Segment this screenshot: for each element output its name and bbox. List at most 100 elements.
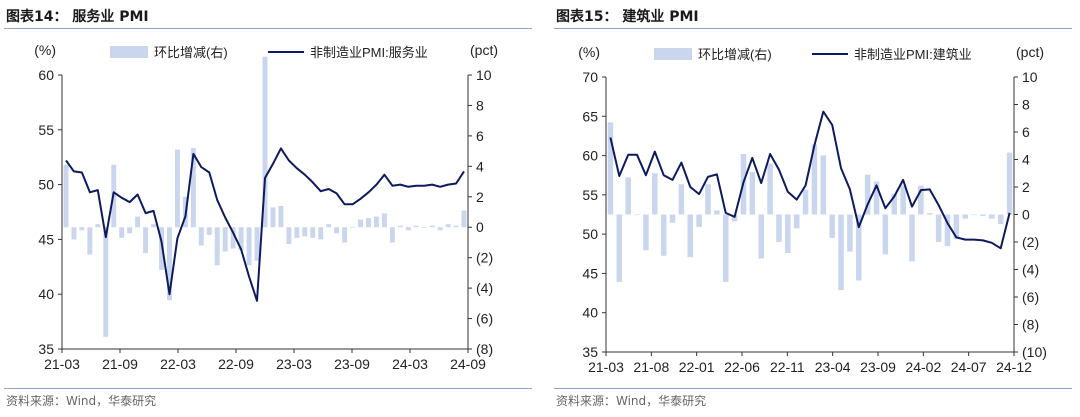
left-tick-label: 70 [582, 69, 598, 85]
bar-mom-change [962, 214, 968, 219]
left-tick-label: 65 [582, 108, 598, 124]
bar-mom-change [159, 227, 164, 270]
chart-panel-services: 图表14： 服务业 PMI 35 40 45 50 55 60 (8) (6) (4) (2) 0 2… [4, 9, 532, 408]
bar-mom-change [350, 227, 356, 228]
bar-mom-change [838, 214, 844, 291]
left-tick-label: 55 [38, 122, 54, 138]
bar-mom-change [397, 225, 403, 228]
bar-mom-change [270, 207, 276, 228]
bar-mom-change [310, 227, 316, 238]
left-tick-label: 50 [38, 177, 54, 193]
bar-mom-change [616, 214, 623, 282]
bar-mom-change [758, 214, 764, 259]
x-tick-label: 22-09 [218, 356, 254, 372]
bar-mom-change [79, 227, 85, 231]
bar-mom-change [829, 214, 835, 238]
bar-mom-change [63, 164, 69, 228]
bar-mom-change [262, 56, 268, 228]
right-tick-label: 0 [476, 219, 484, 235]
bar-mom-change [342, 227, 348, 243]
bar-mom-change [767, 163, 773, 215]
bar-mom-change [731, 214, 738, 222]
x-tick-label: 22-11 [770, 359, 805, 375]
x-tick-label: 21-08 [633, 359, 669, 375]
bar-mom-change [847, 214, 853, 252]
bar-mom-change [776, 214, 782, 242]
x-tick-label: 23-03 [276, 356, 312, 372]
bar-mom-change [749, 171, 756, 215]
legend-label-bar: 环比增减(右) [698, 47, 772, 62]
x-tick-label: 24-02 [905, 359, 941, 375]
bar-mom-change [634, 214, 640, 216]
right-tick-label: (4) [1022, 262, 1039, 278]
bar-mom-change [944, 214, 951, 247]
source-note: 资料来源：Wind，华泰研究 [556, 394, 707, 408]
bar-mom-change [687, 214, 694, 258]
legend-swatch-bar [110, 46, 148, 58]
bar-mom-change [143, 227, 149, 254]
services-pmi-chart: 35 40 45 50 55 60 (8) (6) (4) (2) 0 2 4 6 8 10 21-03 21-0… [34, 42, 498, 372]
bar-mom-change [461, 210, 467, 228]
bar-mom-change [413, 225, 419, 228]
right-tick-label: 10 [476, 67, 492, 83]
bar-mom-change [864, 174, 871, 215]
pmi-line [609, 110, 1011, 250]
right-tick-label: 6 [476, 128, 484, 144]
bar-mom-change [381, 213, 387, 228]
bar-mom-change [278, 205, 284, 228]
bar-mom-change [953, 214, 960, 240]
right-tick-label: 4 [1022, 152, 1030, 168]
bar-mom-change [445, 224, 451, 228]
right-tick-label: 10 [1022, 69, 1038, 85]
right-tick-label: (6) [1022, 289, 1039, 305]
right-tick-label: (6) [476, 311, 493, 327]
bar-mom-change [87, 227, 93, 255]
bar-mom-change [318, 227, 324, 240]
left-tick-label: 55 [582, 187, 598, 203]
title-rule [4, 28, 532, 29]
source-rule [554, 388, 1072, 389]
bar-mom-change [935, 214, 942, 242]
bar-mom-change [1006, 152, 1013, 215]
right-unit-label: (pct) [470, 42, 498, 58]
bar-mom-change [358, 219, 363, 228]
x-tick-label: 21-09 [102, 356, 138, 372]
bar-mom-change [660, 214, 667, 256]
bar-mom-change [230, 227, 236, 249]
bar-mom-change [453, 225, 459, 228]
right-tick-label: (2) [476, 250, 493, 266]
right-tick-label: 8 [1022, 97, 1030, 113]
bar-mom-change [103, 227, 109, 337]
bar-mom-change [334, 227, 340, 234]
bar-mom-change [714, 210, 720, 215]
bar-mom-change [607, 122, 614, 215]
left-unit-label: (%) [34, 42, 56, 58]
chart-title: 图表15： 建筑业 PMI [556, 9, 699, 25]
bar-mom-change [669, 214, 676, 223]
source-rule [4, 388, 532, 389]
left-tick-label: 35 [582, 344, 598, 360]
right-tick-label: (4) [476, 280, 493, 296]
bar-mom-change [254, 227, 260, 261]
bar-mom-change [678, 184, 685, 215]
bar-mom-change [214, 227, 220, 266]
bar-mom-change [302, 227, 308, 237]
x-tick-label: 24-12 [996, 359, 1032, 375]
left-tick-label: 45 [582, 265, 598, 281]
source-note: 资料来源：Wind，华泰研究 [6, 394, 157, 408]
left-tick-label: 50 [582, 226, 598, 242]
bar-mom-change [793, 214, 800, 229]
chart-panel-construction: 图表15： 建筑业 PMI 35 40 45 50 55 60 65 70 (10) (8) (6)… [550, 0, 1080, 417]
bar-mom-change [625, 177, 631, 215]
right-tick-label: 6 [1022, 124, 1030, 140]
bar-mom-change [405, 227, 411, 231]
x-tick-label: 22-06 [724, 359, 760, 375]
bar-mom-change [151, 224, 157, 228]
bar-mom-change [71, 227, 77, 240]
x-tick-label: 23-09 [334, 356, 370, 372]
left-tick-label: 60 [38, 67, 54, 83]
bar-mom-change [238, 227, 244, 251]
right-tick-label: (8) [1022, 317, 1039, 333]
x-tick-label: 24-09 [450, 356, 486, 372]
x-tick-label: 24-03 [392, 356, 428, 372]
